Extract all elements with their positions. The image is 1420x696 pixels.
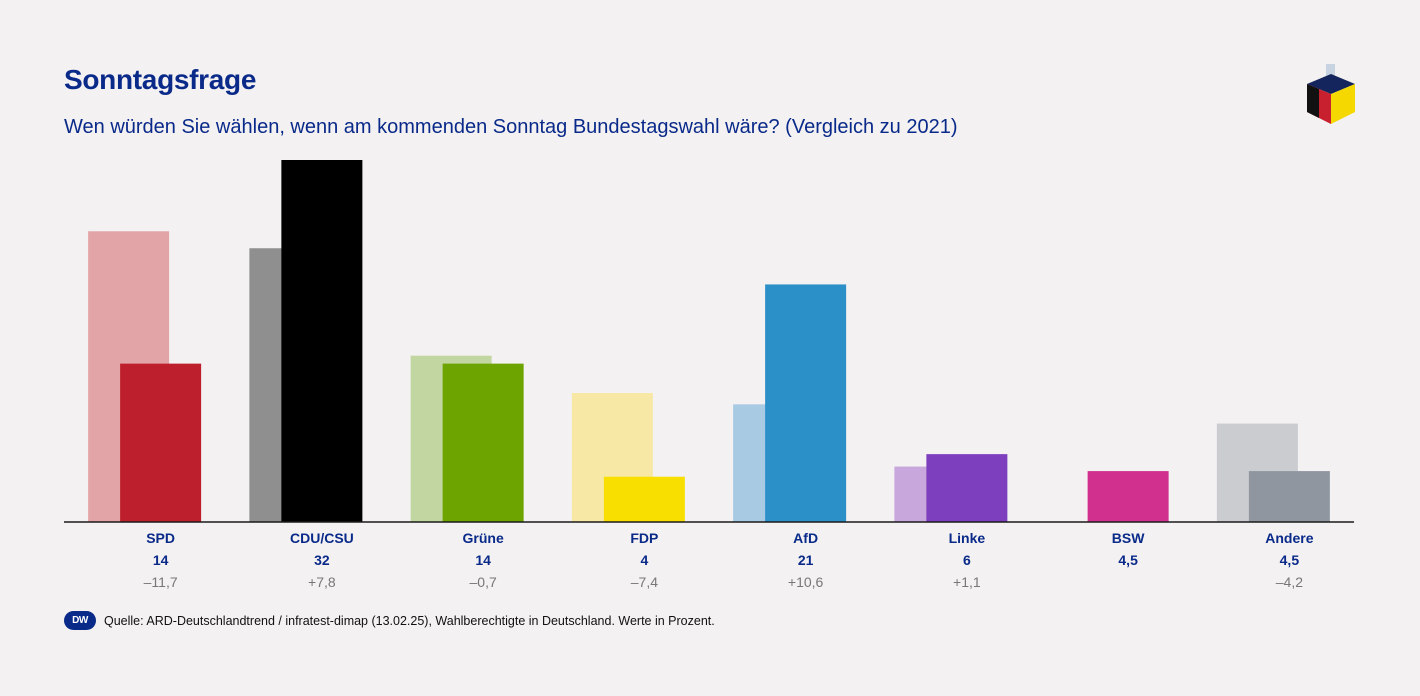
footer: DW Quelle: ARD-Deutschlandtrend / infrat… [64, 611, 715, 630]
dw-logo-icon: DW [64, 611, 96, 630]
category-label: FDP [630, 530, 658, 546]
value-label: 4,5 [1118, 552, 1138, 568]
chart-title: Sonntagsfrage [64, 64, 257, 95]
bar-current-bsw [1087, 471, 1169, 522]
value-label: 4 [640, 552, 648, 568]
value-label: 32 [314, 552, 330, 568]
value-label: 14 [475, 552, 491, 568]
bar-current-andere [1248, 471, 1330, 522]
ballot-box-black-band [1307, 84, 1319, 118]
change-label: +7,8 [308, 574, 336, 590]
category-label: BSW [1112, 530, 1145, 546]
bar-current-cdu-csu [281, 160, 363, 522]
chart-subtitle: Wen würden Sie wählen, wenn am kommenden… [64, 116, 958, 138]
ballot-box-logo [1304, 62, 1360, 133]
category-label: Linke [949, 530, 986, 546]
change-label: –4,2 [1276, 574, 1303, 590]
change-label: –11,7 [144, 574, 178, 590]
category-label: CDU/CSU [290, 530, 354, 546]
bar-current-fdp [603, 476, 685, 522]
value-label: 21 [798, 552, 814, 568]
bar-current-linke [926, 454, 1008, 522]
source-note: Quelle: ARD-Deutschlandtrend / infratest… [104, 613, 715, 628]
category-label: SPD [146, 530, 175, 546]
bar-current-afd [765, 284, 847, 522]
category-label: AfD [793, 530, 818, 546]
value-label: 4,5 [1280, 552, 1300, 568]
bar-current-spd [120, 363, 202, 522]
ballot-box-right-face [1331, 84, 1355, 124]
value-label: 6 [963, 552, 971, 568]
category-label: Grüne [463, 530, 504, 546]
change-label: –7,4 [631, 574, 658, 590]
change-label: +1,1 [953, 574, 981, 590]
value-label: 14 [153, 552, 169, 568]
change-label: +10,6 [788, 574, 824, 590]
category-label: Andere [1265, 530, 1313, 546]
change-label: –0,7 [470, 574, 497, 590]
bar-current-gr-ne [442, 363, 524, 522]
